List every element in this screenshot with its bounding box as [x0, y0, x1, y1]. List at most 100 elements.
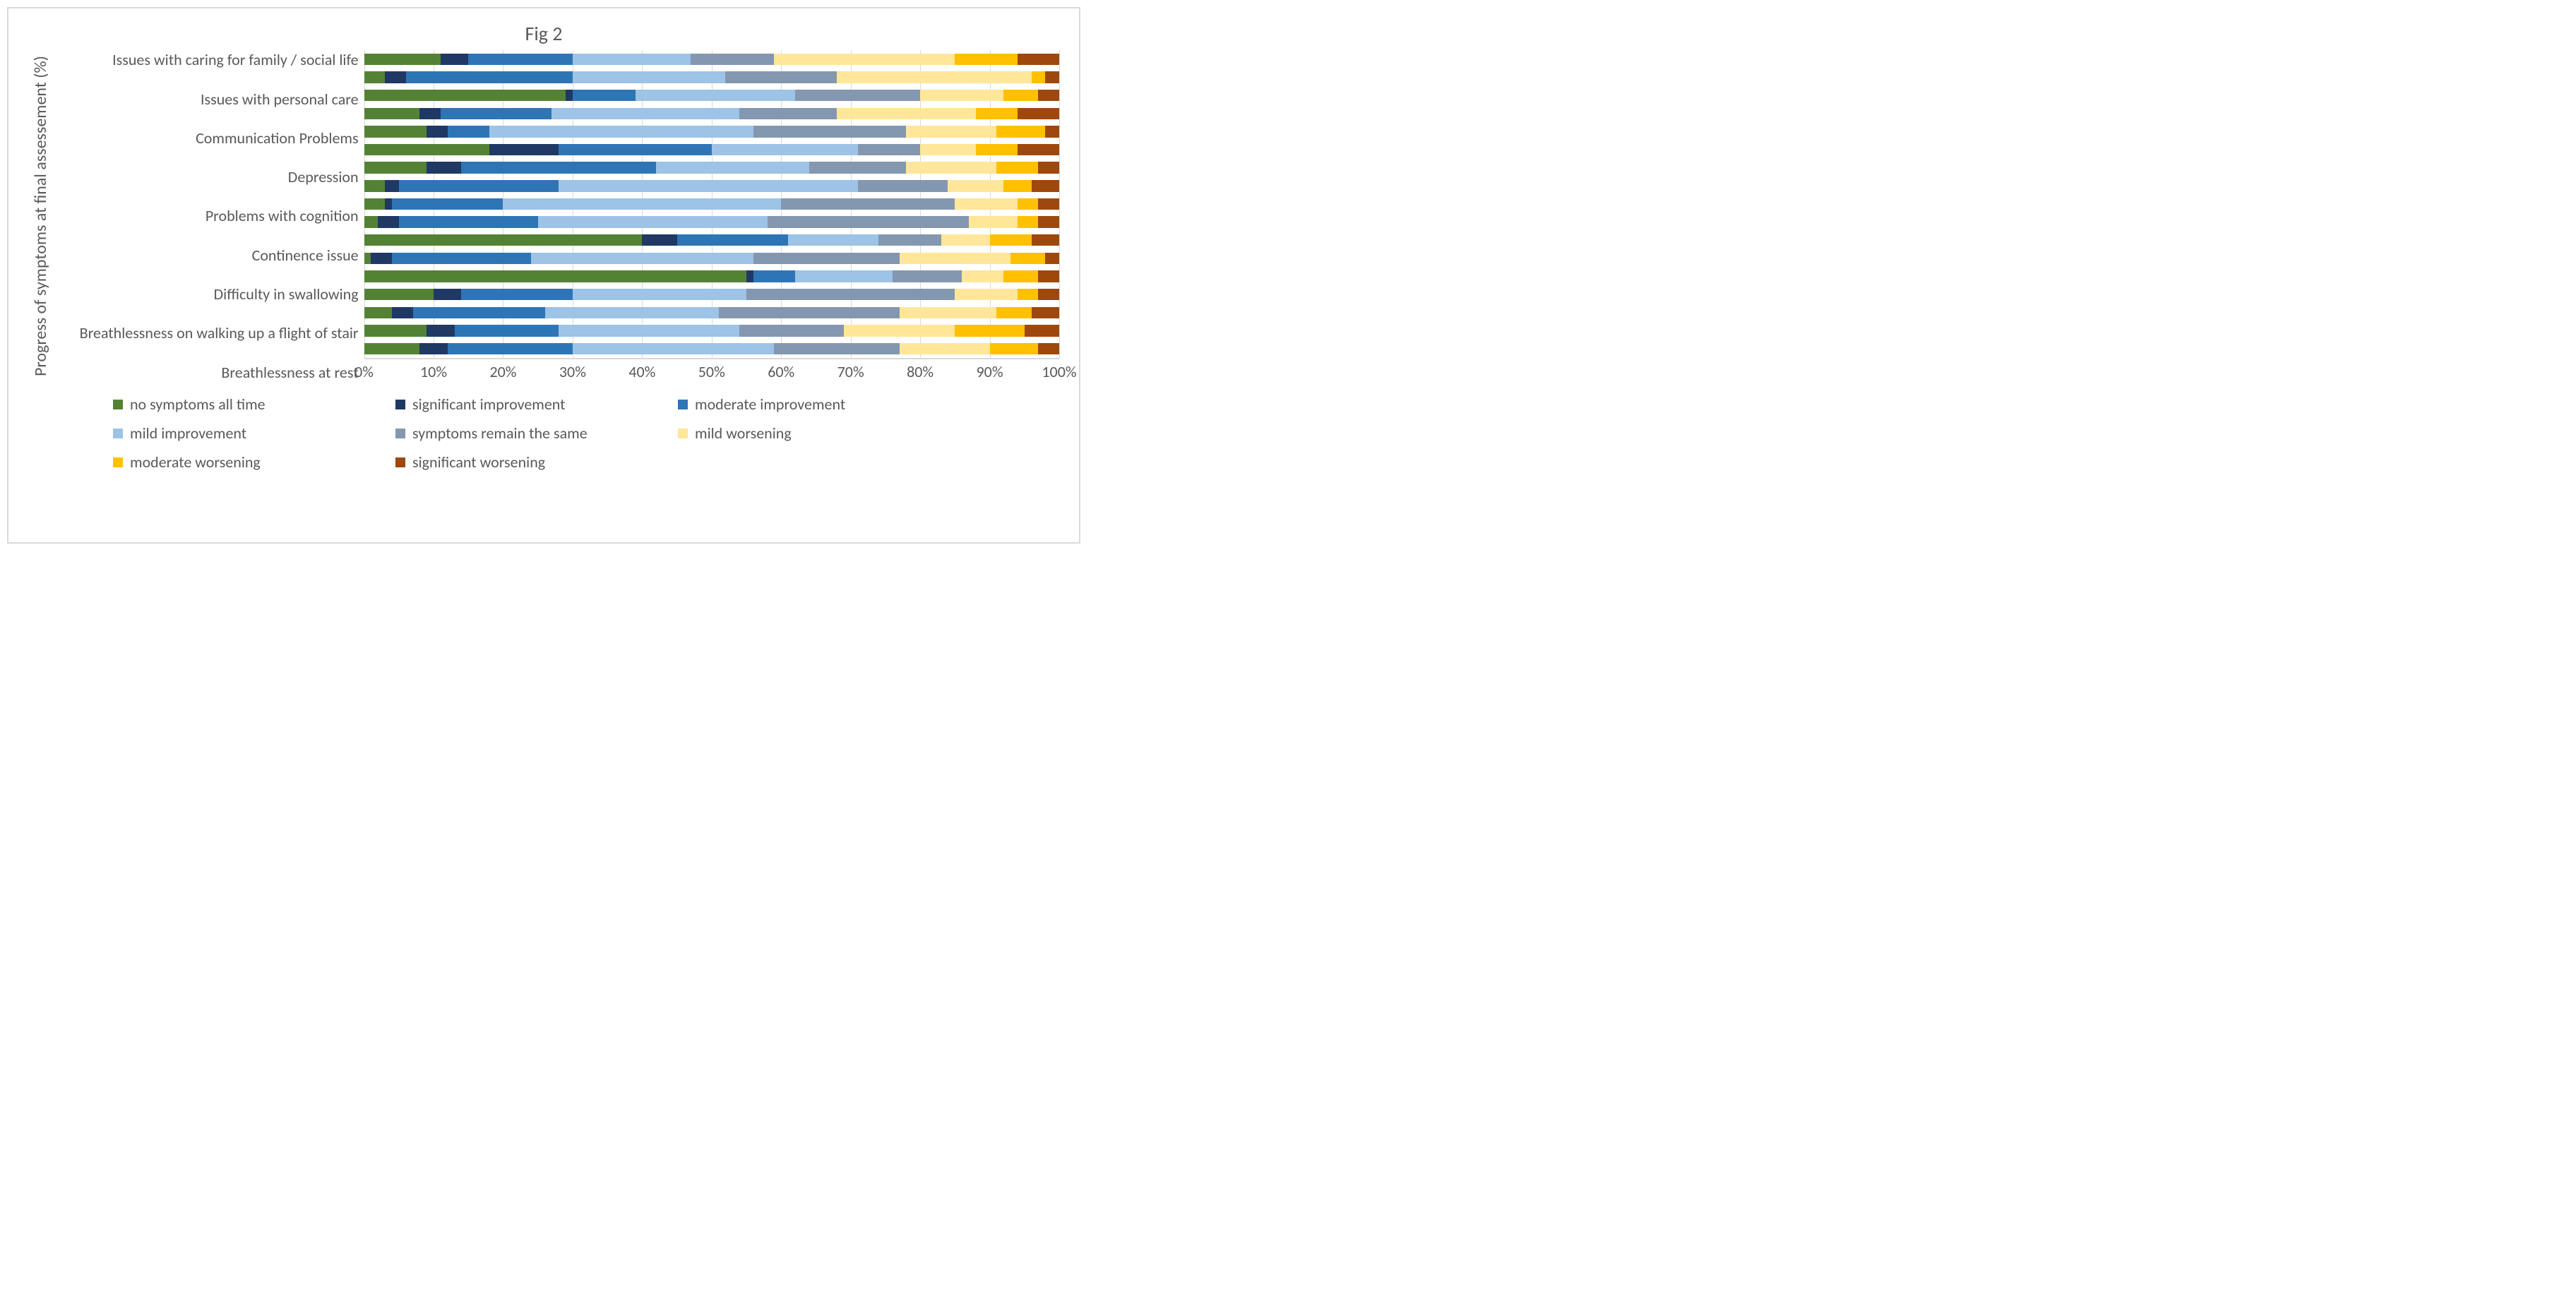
- segment-mod_improve: [399, 216, 538, 227]
- legend-swatch: [678, 400, 688, 409]
- bar-track: [364, 216, 1059, 227]
- segment-sig_improve: [371, 253, 392, 264]
- legend: no symptoms all timesignificant improvem…: [28, 395, 1059, 472]
- chart-title: Fig 2: [28, 21, 1059, 46]
- segment-same: [746, 289, 955, 300]
- bar-track: [364, 307, 1059, 318]
- bar-row: [364, 213, 1059, 232]
- bar-row: [364, 304, 1059, 322]
- bar-track: [364, 180, 1059, 191]
- bar-track: [364, 71, 1059, 83]
- segment-mild_worse: [962, 270, 1003, 282]
- segment-mod_worse: [1018, 216, 1039, 227]
- x-tick-label: 10%: [420, 362, 447, 381]
- bar-row: [364, 159, 1059, 177]
- segment-no_symptoms: [364, 126, 427, 137]
- segment-mild_improve: [573, 289, 746, 300]
- segment-sig_improve: [419, 108, 441, 119]
- segment-mod_worse: [996, 307, 1031, 318]
- segment-sig_improve: [385, 198, 392, 210]
- y-axis-title: Progress of symptoms at final assessemen…: [28, 50, 54, 382]
- category-label: Breathlessness on walking up a flight of…: [54, 323, 364, 343]
- legend-swatch: [113, 400, 123, 409]
- segment-mild_worse: [920, 90, 1003, 101]
- x-tick-label: 50%: [698, 362, 725, 381]
- bar-track: [364, 343, 1059, 354]
- segment-mild_improve: [531, 253, 753, 264]
- segment-same: [691, 54, 774, 65]
- bar-row: [364, 176, 1059, 195]
- legend-swatch: [395, 400, 405, 409]
- legend-item-sig_worse: significant worsening: [395, 453, 678, 472]
- legend-swatch: [395, 429, 405, 438]
- segment-no_symptoms: [364, 108, 420, 119]
- bar-row: [364, 140, 1059, 159]
- segment-mild_improve: [489, 126, 753, 137]
- segment-mild_improve: [559, 180, 857, 191]
- segment-same: [781, 198, 955, 210]
- segment-same: [878, 234, 941, 246]
- segment-mild_worse: [837, 108, 976, 119]
- x-tick-label: 100%: [1042, 362, 1076, 381]
- category-label: [54, 265, 364, 285]
- segment-same: [739, 325, 844, 336]
- segment-mod_worse: [1032, 71, 1046, 83]
- segment-mod_worse: [996, 162, 1038, 173]
- segment-no_symptoms: [364, 270, 746, 282]
- segment-same: [858, 180, 948, 191]
- segment-sig_worse: [1045, 126, 1059, 137]
- category-label: Issues with personal care: [54, 89, 364, 109]
- segment-same: [774, 343, 899, 354]
- category-label: Continence issue: [54, 245, 364, 265]
- segment-sig_worse: [1038, 343, 1059, 354]
- chart-frame: Fig 2 Progress of symptoms at final asse…: [7, 7, 1080, 544]
- plot-area: [364, 50, 1059, 358]
- segment-sig_worse: [1032, 234, 1059, 246]
- segment-mod_worse: [955, 54, 1018, 65]
- x-tick-label: 60%: [768, 362, 794, 381]
- segment-mod_improve: [559, 144, 712, 155]
- segment-mild_improve: [712, 144, 858, 155]
- segment-mod_worse: [976, 144, 1018, 155]
- segment-same: [809, 162, 907, 173]
- segment-no_symptoms: [364, 216, 378, 227]
- x-tick-label: 30%: [559, 362, 586, 381]
- segment-mild_improve: [551, 108, 739, 119]
- segment-mod_improve: [448, 343, 573, 354]
- legend-item-mild_improve: mild improvement: [113, 424, 395, 443]
- segment-sig_worse: [1045, 253, 1059, 264]
- category-label: [54, 148, 364, 167]
- segment-no_symptoms: [364, 343, 420, 354]
- bar-row: [364, 123, 1059, 141]
- segment-mod_worse: [1003, 90, 1038, 101]
- segment-mod_improve: [573, 90, 636, 101]
- segment-sig_worse: [1025, 325, 1059, 336]
- segment-mod_improve: [392, 198, 503, 210]
- category-label: [54, 304, 364, 323]
- segment-mild_worse: [920, 144, 976, 155]
- segment-sig_improve: [427, 126, 448, 137]
- legend-swatch: [395, 457, 405, 467]
- segment-no_symptoms: [364, 198, 386, 210]
- segment-mod_improve: [677, 234, 789, 246]
- segment-no_symptoms: [364, 54, 441, 65]
- segment-no_symptoms: [364, 162, 427, 173]
- segment-mild_worse: [900, 307, 997, 318]
- segment-sig_worse: [1018, 54, 1059, 65]
- segment-sig_worse: [1038, 90, 1059, 101]
- bar-row: [364, 50, 1059, 68]
- x-tick-label: 20%: [489, 362, 516, 381]
- segment-mild_worse: [941, 234, 990, 246]
- x-tick-label: 40%: [628, 362, 655, 381]
- segment-sig_improve: [746, 270, 753, 282]
- segment-mild_improve: [538, 216, 768, 227]
- segment-same: [725, 71, 837, 83]
- legend-item-mild_worse: mild worsening: [678, 424, 960, 443]
- legend-row: no symptoms all timesignificant improvem…: [113, 395, 1059, 414]
- segment-mod_improve: [399, 180, 559, 191]
- segment-sig_improve: [378, 216, 399, 227]
- segment-mod_worse: [976, 108, 1018, 119]
- segment-sig_worse: [1032, 180, 1059, 191]
- x-tick-label: 0%: [354, 362, 374, 381]
- segment-sig_improve: [489, 144, 559, 155]
